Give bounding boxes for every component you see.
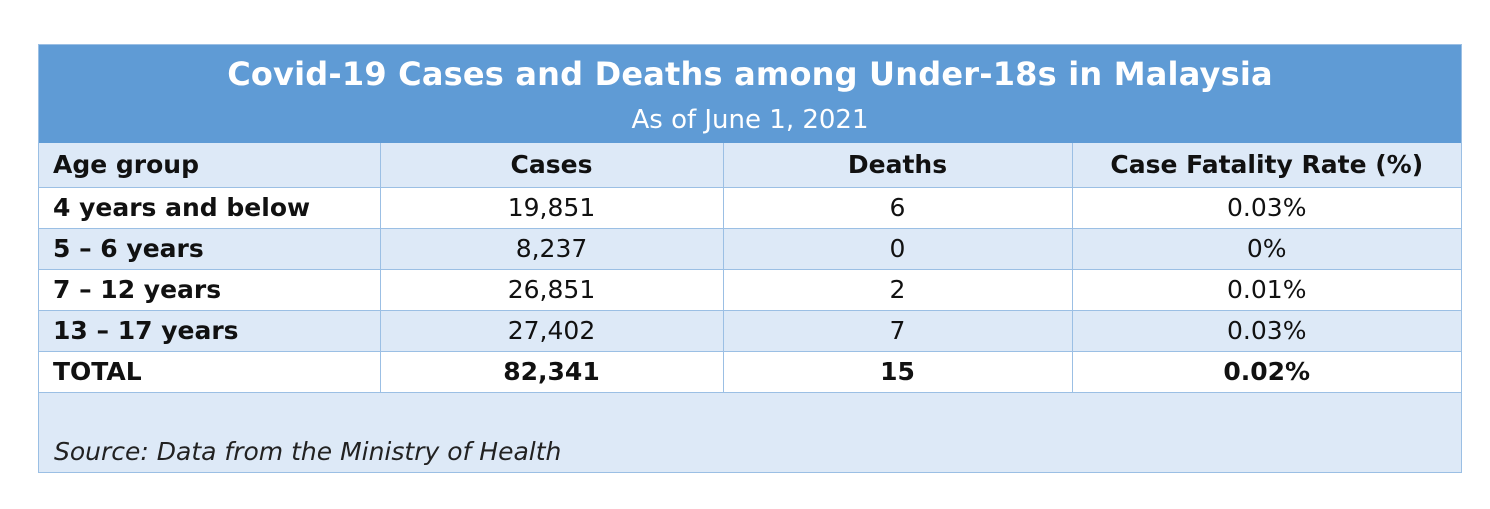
- cases-cell: 27,402: [380, 310, 724, 352]
- table-title: Covid-19 Cases and Deaths among Under-18…: [227, 55, 1273, 93]
- cfr-cell: 0.03%: [1072, 310, 1461, 352]
- table-row: 4 years and below 19,851 6 0.03%: [39, 187, 1461, 229]
- total-label-cell: TOTAL: [39, 351, 381, 393]
- deaths-cell: 2: [723, 269, 1073, 311]
- source-note: Source: Data from the Ministry of Health: [54, 437, 562, 466]
- age-group-cell: 7 – 12 years: [39, 269, 381, 311]
- title-band: Covid-19 Cases and Deaths among Under-18…: [39, 45, 1461, 143]
- cfr-cell: 0.03%: [1072, 187, 1461, 229]
- total-cfr-cell: 0.02%: [1072, 351, 1461, 393]
- cfr-cell: 0.01%: [1072, 269, 1461, 311]
- total-cases-cell: 82,341: [380, 351, 724, 393]
- data-table-card: Covid-19 Cases and Deaths among Under-18…: [38, 44, 1462, 473]
- cases-cell: 19,851: [380, 187, 724, 229]
- total-deaths-cell: 15: [723, 351, 1073, 393]
- cases-cell: 8,237: [380, 228, 724, 270]
- covid-table: Age group Cases Deaths Case Fatality Rat…: [39, 143, 1461, 393]
- column-header-cases: Cases: [380, 143, 724, 188]
- deaths-cell: 0: [723, 228, 1073, 270]
- column-header-age-group: Age group: [39, 143, 381, 188]
- table-header-row: Age group Cases Deaths Case Fatality Rat…: [39, 143, 1461, 188]
- cfr-cell: 0%: [1072, 228, 1461, 270]
- age-group-cell: 4 years and below: [39, 187, 381, 229]
- age-group-cell: 13 – 17 years: [39, 310, 381, 352]
- total-row: TOTAL 82,341 15 0.02%: [39, 351, 1461, 393]
- table-row: 5 – 6 years 8,237 0 0%: [39, 228, 1461, 270]
- column-header-deaths: Deaths: [723, 143, 1073, 188]
- table-subtitle: As of June 1, 2021: [631, 105, 869, 135]
- table-row: 13 – 17 years 27,402 7 0.03%: [39, 310, 1461, 352]
- deaths-cell: 7: [723, 310, 1073, 352]
- column-header-cfr: Case Fatality Rate (%): [1072, 143, 1461, 188]
- deaths-cell: 6: [723, 187, 1073, 229]
- table-row: 7 – 12 years 26,851 2 0.01%: [39, 269, 1461, 311]
- age-group-cell: 5 – 6 years: [39, 228, 381, 270]
- cases-cell: 26,851: [380, 269, 724, 311]
